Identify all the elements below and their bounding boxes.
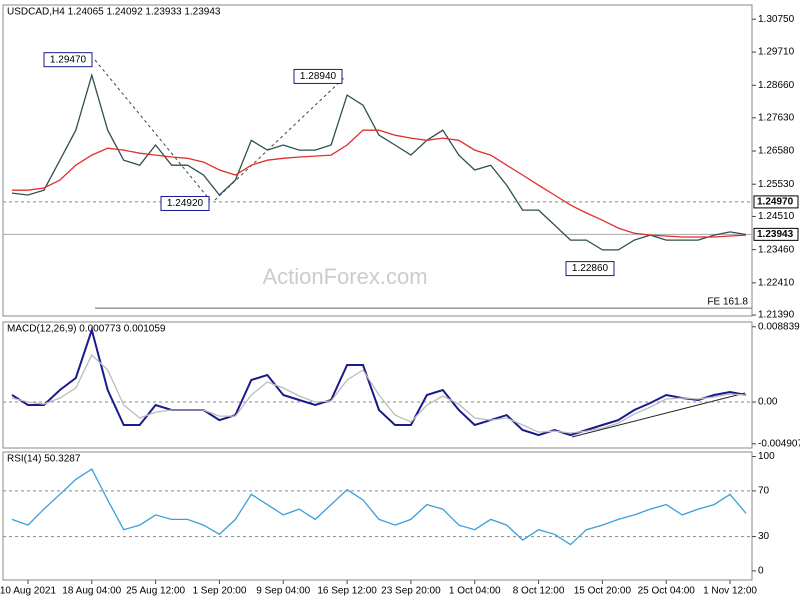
annotation-label: 1.24920 bbox=[167, 198, 204, 209]
x-tick-label: 23 Sep 20:00 bbox=[381, 586, 441, 597]
series-line bbox=[11, 468, 747, 546]
series-line bbox=[11, 326, 747, 437]
y-tick-label: 1.22410 bbox=[758, 277, 795, 288]
x-tick-label: 10 Aug 2021 bbox=[0, 586, 56, 597]
y-tick-label: 1.25530 bbox=[758, 179, 795, 190]
annotation-box bbox=[160, 195, 210, 211]
y-tick-label: 1.24510 bbox=[758, 211, 795, 222]
y-tick-label: 0 bbox=[758, 565, 764, 576]
y-tick-label: 1.26580 bbox=[758, 146, 795, 157]
level-label: 1.23943 bbox=[757, 229, 794, 240]
x-tick-label: 9 Sep 04:00 bbox=[256, 586, 310, 597]
x-tick-label: 1 Nov 12:00 bbox=[703, 586, 757, 597]
x-tick-label: 1 Sep 20:00 bbox=[192, 586, 246, 597]
y-tick-label: 70 bbox=[758, 485, 770, 496]
y-tick-label: 1.27630 bbox=[758, 112, 795, 123]
level-label: 1.24970 bbox=[757, 197, 794, 208]
annotation-box bbox=[565, 261, 615, 277]
y-tick-label: 0.00 bbox=[758, 397, 778, 408]
x-tick-label: 25 Aug 12:00 bbox=[126, 586, 185, 597]
fe-label: FE 161.8 bbox=[707, 297, 748, 308]
trend-line bbox=[94, 59, 211, 201]
x-tick-label: 16 Sep 12:00 bbox=[317, 586, 377, 597]
x-tick-label: 15 Oct 20:00 bbox=[574, 586, 632, 597]
watermark: ActionForex.com bbox=[262, 264, 427, 289]
x-tick-label: 8 Oct 12:00 bbox=[513, 586, 565, 597]
y-tick-label: 1.29710 bbox=[758, 47, 795, 58]
level-label-box bbox=[753, 227, 799, 241]
panel-title: USDCAD,H4 1.24065 1.24092 1.23933 1.2394… bbox=[7, 7, 221, 18]
y-tick-label: 1.30750 bbox=[758, 14, 795, 25]
annotation-box bbox=[43, 52, 93, 68]
x-tick-label: 18 Aug 04:00 bbox=[62, 586, 121, 597]
panel-frame bbox=[2, 451, 753, 581]
panel-title: MACD(12,26,9) 0.000773 0.001059 bbox=[7, 324, 166, 335]
macd-trend-line bbox=[571, 392, 746, 438]
level-label-box bbox=[753, 195, 799, 209]
y-tick-label: 0.008839 bbox=[758, 321, 800, 332]
annotation-label: 1.28940 bbox=[300, 71, 337, 82]
annotation-label: 1.22860 bbox=[572, 263, 609, 274]
y-tick-label: 1.21390 bbox=[758, 310, 795, 321]
annotation-label: 1.29470 bbox=[50, 54, 87, 65]
x-tick-label: 1 Oct 04:00 bbox=[449, 586, 501, 597]
y-tick-label: 30 bbox=[758, 531, 770, 542]
series-line bbox=[11, 353, 747, 434]
annotation-box bbox=[293, 68, 343, 84]
panel-title: RSI(14) 50.3287 bbox=[7, 454, 81, 465]
y-tick-label: 1.23460 bbox=[758, 244, 795, 255]
panel-frame bbox=[2, 4, 753, 317]
y-tick-label: 100 bbox=[758, 451, 775, 462]
panel-frame bbox=[2, 321, 753, 449]
series-line bbox=[11, 72, 747, 251]
x-tick-label: 25 Oct 04:00 bbox=[638, 586, 696, 597]
y-tick-label: -0.004907 bbox=[758, 438, 800, 449]
series-line bbox=[12, 129, 747, 238]
y-tick-label: 1.28660 bbox=[758, 80, 795, 91]
